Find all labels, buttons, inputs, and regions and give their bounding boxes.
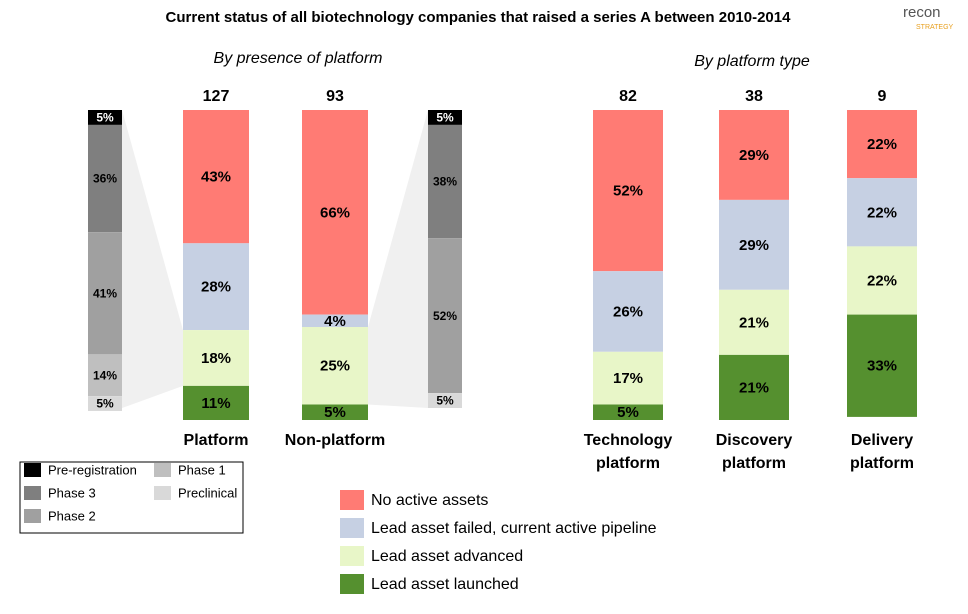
data-label: 22% [867,204,897,221]
bar-segment [302,110,368,315]
legend-label: Lead asset advanced [371,548,523,565]
total-label: 93 [326,88,344,105]
data-label: 52% [613,183,643,200]
connectors [122,110,428,408]
legend-label: Preclinical [178,485,237,500]
data-label: 21% [739,379,769,396]
bar-segment [719,199,789,290]
bar-segment [719,289,789,355]
data-label: 5% [96,111,114,125]
total-label: 127 [203,88,230,105]
total-label: 38 [745,88,763,105]
x-tick-label: Platform [183,432,249,449]
legend-swatch [340,518,364,538]
data-label: 29% [739,237,769,254]
bar-segment [719,354,789,420]
bar-segment [428,110,462,125]
legend-label: No active assets [371,492,488,509]
logo: recon [903,4,941,21]
legend-label: Pre-registration [48,462,137,477]
x-tick-label: Delivery platform [850,432,914,472]
x-tick-label: Non-platform [284,432,386,449]
legend-swatch [24,463,41,477]
bar-segment [847,314,917,417]
data-label: 11% [201,395,230,412]
bar-segment [847,110,917,179]
bar-segment [428,393,462,408]
total-label: 82 [619,88,637,105]
data-label: 14% [93,368,117,382]
bar-segment [183,243,249,331]
bar-segment [428,124,462,239]
legend-swatch [24,486,41,500]
bar-segment [88,110,122,125]
data-label: 26% [613,303,643,320]
legend-swatch [340,546,364,566]
legend-label: Lead asset launched [371,576,519,593]
connector [368,110,428,408]
data-label: 36% [93,172,117,186]
data-label: 18% [201,350,231,367]
data-label: 5% [617,404,639,421]
bar-segment [847,246,917,315]
bar-segment [847,178,917,247]
bar-segment [719,110,789,200]
chart-title: Current status of all biotechnology comp… [166,9,792,26]
bar-segment [593,404,663,420]
bar-segment [302,327,368,405]
data-label: 5% [436,394,454,408]
data-label: 38% [433,175,457,189]
legend-swatch [24,509,41,523]
data-label: 41% [93,286,117,300]
connector [122,110,183,408]
x-tick-label: Technology platform [583,432,673,472]
data-label: 22% [867,136,897,153]
data-label: 21% [739,314,769,331]
legend-label: Lead asset failed, current active pipeli… [371,520,657,537]
subtitle: By platform type [694,53,810,70]
bar-segment [593,351,663,405]
bar-segment [88,124,122,233]
bar-segment [593,271,663,352]
data-label: 5% [96,397,114,411]
bar-segment [88,396,122,411]
legend-swatch [154,463,171,477]
legend-swatch [340,490,364,510]
bar-segment [183,110,249,244]
data-label: 17% [613,370,643,387]
data-label: 28% [201,279,231,296]
bar-segment [183,385,249,420]
data-label: 33% [867,358,897,375]
data-label: 4% [324,313,346,330]
data-label: 25% [320,358,350,375]
bar-segment [593,110,663,272]
logo-sub: STRATEGY [916,24,954,31]
legend-label: Phase 3 [48,485,96,500]
data-label: 29% [739,147,769,164]
legend-swatch [340,574,364,594]
x-tick-label: Discovery platform [715,432,793,472]
data-label: 5% [436,111,454,125]
legend-label: Phase 2 [48,508,96,523]
bar-segment [302,314,368,327]
legend-label: Phase 1 [178,462,226,477]
bar-segment [88,354,122,397]
total-label: 9 [878,88,887,105]
bar-segment [302,404,368,420]
bar-segment [88,232,122,355]
data-label: 22% [867,272,897,289]
subtitle: By presence of platform [214,50,383,67]
bar-segment [428,238,462,394]
phase-legend-box [19,461,244,534]
data-label: 43% [201,169,231,186]
data-label: 66% [320,204,350,221]
data-label: 5% [324,404,346,421]
data-label: 52% [433,309,457,323]
legend-swatch [154,486,171,500]
bar-segment [183,330,249,386]
